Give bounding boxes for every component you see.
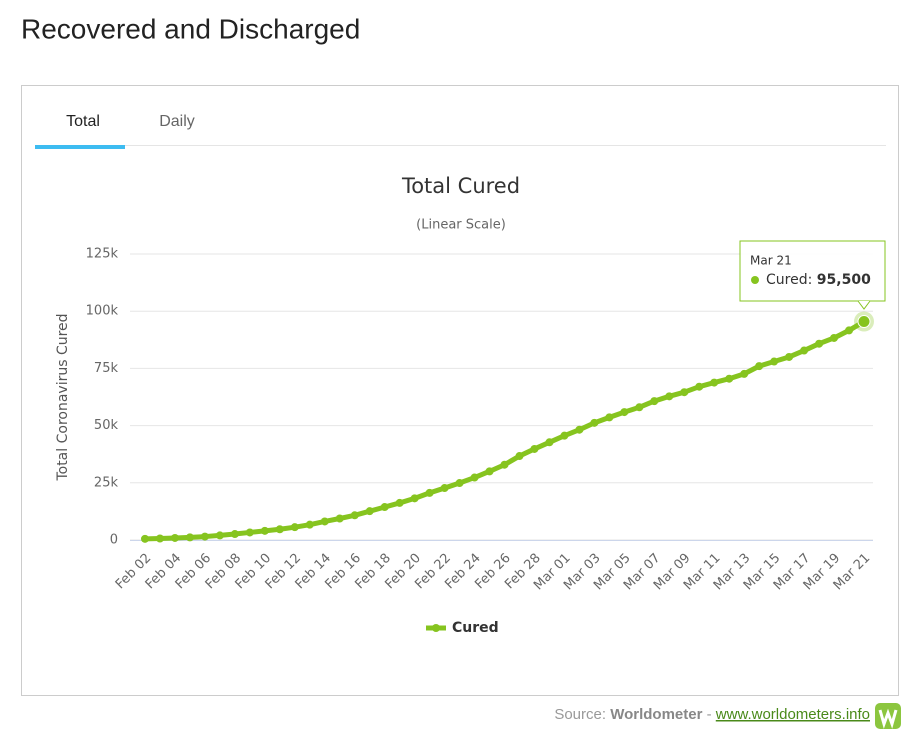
point <box>470 473 479 482</box>
point <box>560 431 569 440</box>
tooltip-number: 95,500 <box>817 272 871 288</box>
point <box>425 488 434 497</box>
point <box>710 378 719 387</box>
point <box>830 333 839 342</box>
point <box>665 392 674 401</box>
point <box>455 479 464 488</box>
point <box>605 413 614 422</box>
point <box>410 494 419 503</box>
point <box>290 523 299 532</box>
y-tick-label: 75k <box>94 361 119 376</box>
legend-label: Cured <box>452 620 499 636</box>
legend-marker <box>432 624 440 632</box>
y-tick-label: 0 <box>110 533 118 548</box>
y-tick-label: 125k <box>86 247 119 262</box>
chart-title: Total Cured <box>401 174 520 198</box>
point <box>755 362 764 371</box>
point <box>575 425 584 434</box>
point <box>141 534 149 543</box>
point <box>590 418 599 427</box>
y-tick-label: 50k <box>94 418 119 433</box>
point <box>380 503 389 512</box>
point <box>260 526 269 535</box>
point <box>620 408 629 417</box>
point <box>155 534 164 543</box>
source-name: Worldometer <box>610 706 702 723</box>
tooltip-series: Cured <box>766 272 808 288</box>
y-tick-label: 25k <box>94 475 119 490</box>
point <box>680 388 689 397</box>
point <box>530 444 539 453</box>
point <box>320 517 329 526</box>
y-tick-label: 100k <box>86 304 119 319</box>
point <box>350 511 359 520</box>
point <box>170 533 179 542</box>
point <box>845 326 854 335</box>
point <box>395 498 404 507</box>
point <box>815 339 824 348</box>
tooltip-marker <box>751 276 759 284</box>
point <box>305 520 314 529</box>
point <box>485 467 494 476</box>
point <box>230 530 239 539</box>
tooltip <box>739 240 886 302</box>
point-hover <box>857 314 871 328</box>
point <box>770 357 779 366</box>
point <box>785 352 794 361</box>
point <box>695 382 704 391</box>
point <box>245 528 254 537</box>
point <box>725 374 734 383</box>
chart-subtitle: (Linear Scale) <box>416 218 506 233</box>
tooltip-value: Cured: 95,500 <box>766 272 871 288</box>
logo-mark <box>878 708 898 729</box>
tab[interactable]: Daily <box>159 113 195 130</box>
heading: Recovered and Discharged <box>21 13 360 44</box>
source-link[interactable]: www.worldometers.info <box>715 706 870 723</box>
point <box>650 397 659 406</box>
source: Source: Worldometer - www.worldometers.i… <box>554 706 870 723</box>
point <box>635 403 644 412</box>
tooltip-date: Mar 21 <box>750 254 792 268</box>
chart-box <box>21 85 899 696</box>
y-axis-label: Total Coronavirus Cured <box>55 313 71 481</box>
point <box>275 525 284 534</box>
tab[interactable]: Total <box>66 113 100 130</box>
point <box>215 531 224 540</box>
point <box>365 507 374 516</box>
point <box>335 514 344 523</box>
point <box>200 532 209 541</box>
point <box>500 460 509 469</box>
point <box>515 452 524 461</box>
source-prefix: Source: <box>554 706 606 723</box>
point <box>800 346 809 355</box>
tab-underline <box>35 145 125 149</box>
point <box>440 484 449 493</box>
tooltip-pointer <box>857 300 871 310</box>
point <box>545 438 554 447</box>
point <box>740 369 749 378</box>
point <box>185 533 194 542</box>
source-separator: - <box>707 706 712 723</box>
